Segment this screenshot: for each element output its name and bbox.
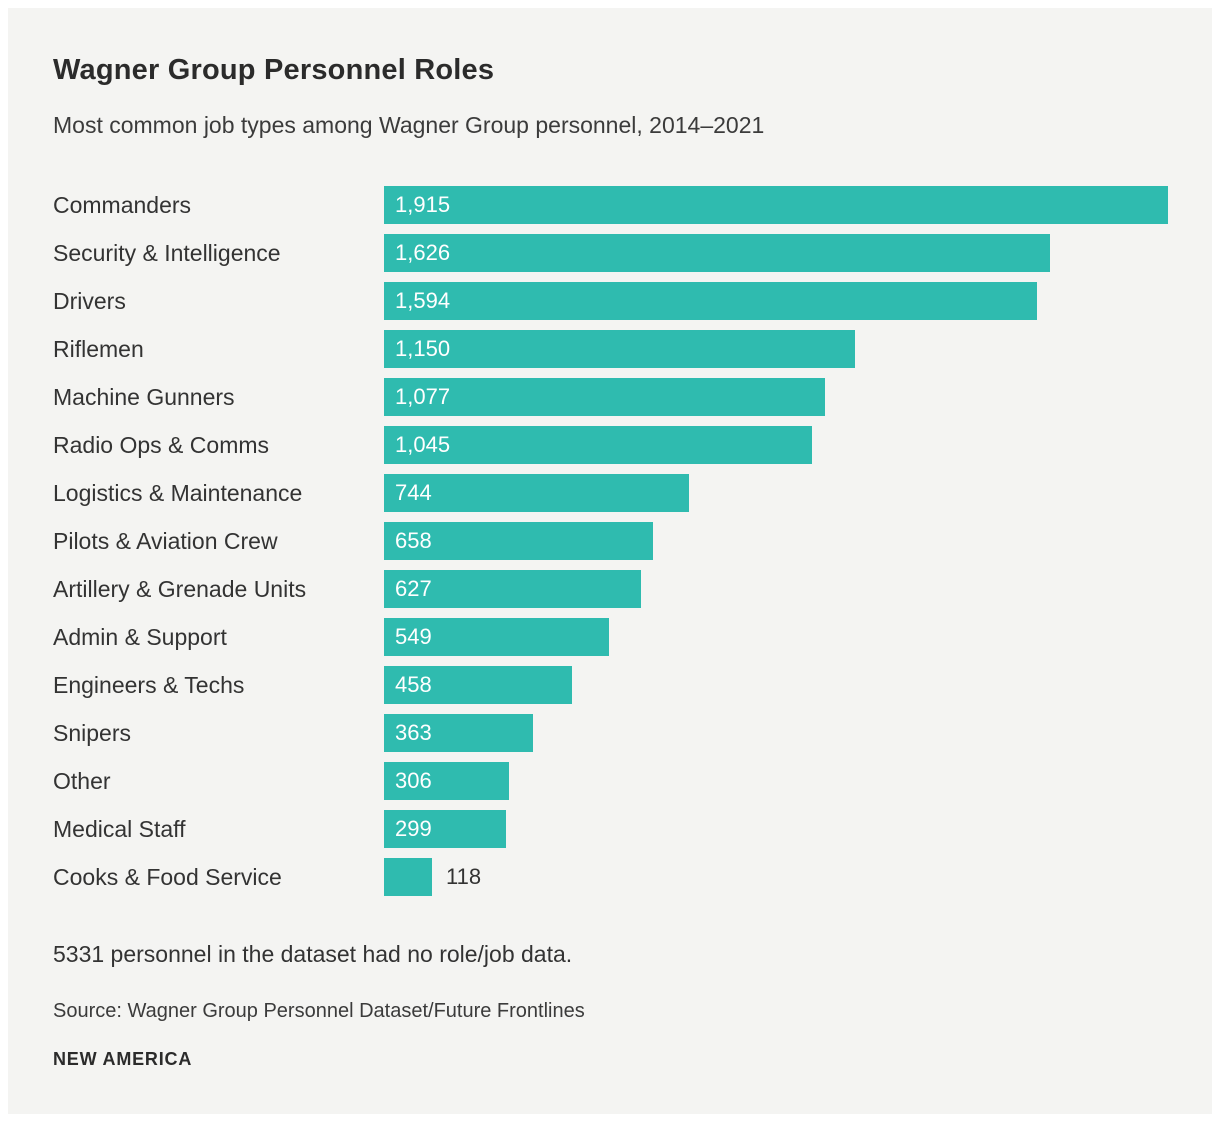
- chart-subtitle: Most common job types among Wagner Group…: [53, 112, 765, 138]
- bar: 744: [384, 474, 689, 512]
- category-label: Other: [53, 767, 111, 794]
- bar-chart: Commanders 1,915 Security & Intelligence…: [53, 186, 1168, 896]
- bar-track: 118: [384, 858, 1167, 896]
- bar: [384, 858, 432, 896]
- bar: 549: [384, 618, 609, 656]
- category-label: Logistics & Maintenance: [53, 479, 303, 506]
- chart-row: Other 306: [53, 762, 1167, 800]
- chart-title: Wagner Group Personnel Roles: [53, 54, 495, 86]
- value-label: 744: [395, 480, 432, 505]
- category-label: Pilots & Aviation Crew: [53, 527, 278, 554]
- value-label: 1,915: [395, 192, 451, 217]
- bar-track: 306: [384, 762, 1167, 800]
- value-label: 363: [395, 720, 432, 745]
- bar-track: 744: [384, 474, 1167, 512]
- chart-row: Radio Ops & Comms 1,045: [53, 426, 1167, 464]
- bar-track: 658: [384, 522, 1167, 560]
- footnote: 5331 personnel in the dataset had no rol…: [53, 941, 573, 967]
- value-label: 299: [395, 816, 432, 841]
- value-label: 1,045: [395, 432, 451, 457]
- bar-track: 1,626: [384, 234, 1167, 272]
- category-label: Cooks & Food Service: [53, 863, 282, 890]
- chart-row: Commanders 1,915: [53, 186, 1168, 224]
- chart-card: Wagner Group Personnel Roles Most common…: [8, 8, 1212, 1114]
- bar: 458: [384, 666, 572, 704]
- bar: 1,626: [384, 234, 1050, 272]
- value-label: 1,150: [395, 336, 451, 361]
- category-label: Security & Intelligence: [53, 239, 281, 266]
- category-label: Riflemen: [53, 335, 144, 362]
- bar: 1,150: [384, 330, 855, 368]
- bar: 627: [384, 570, 641, 608]
- bar: 306: [384, 762, 509, 800]
- bar-track: 299: [384, 810, 1167, 848]
- bar: 363: [384, 714, 533, 752]
- category-label: Admin & Support: [53, 623, 227, 650]
- chart-row: Riflemen 1,150: [53, 330, 1167, 368]
- chart-row: Logistics & Maintenance 744: [53, 474, 1167, 512]
- chart-row: Artillery & Grenade Units 627: [53, 570, 1167, 608]
- bar: 299: [384, 810, 506, 848]
- value-label: 658: [395, 528, 432, 553]
- category-label: Snipers: [53, 719, 131, 746]
- chart-row: Security & Intelligence 1,626: [53, 234, 1167, 272]
- chart-row: Pilots & Aviation Crew 658: [53, 522, 1167, 560]
- bar: 1,045: [384, 426, 812, 464]
- chart-row: Machine Gunners 1,077: [53, 378, 1167, 416]
- bar-track: 1,045: [384, 426, 1167, 464]
- category-label: Drivers: [53, 287, 126, 314]
- bar-track: 1,915: [384, 186, 1168, 224]
- category-label: Radio Ops & Comms: [53, 431, 270, 458]
- bar-track: 458: [384, 666, 1167, 704]
- bar-track: 1,077: [384, 378, 1167, 416]
- category-label: Commanders: [53, 191, 192, 218]
- chart-row: Drivers 1,594: [53, 282, 1167, 320]
- bar-track: 363: [384, 714, 1167, 752]
- value-label-outside: 118: [446, 864, 482, 889]
- chart-row: Medical Staff 299: [53, 810, 1167, 848]
- bar: 1,077: [384, 378, 825, 416]
- value-label: 549: [395, 624, 432, 649]
- value-label: 306: [395, 768, 432, 793]
- value-label: 458: [395, 672, 432, 697]
- bar: 658: [384, 522, 653, 560]
- value-label: 1,077: [395, 384, 451, 409]
- value-label: 1,594: [395, 288, 451, 313]
- chart-row: Admin & Support 549: [53, 618, 1167, 656]
- chart-row: Snipers 363: [53, 714, 1167, 752]
- bar: 1,594: [384, 282, 1037, 320]
- bar-track: 1,150: [384, 330, 1167, 368]
- value-label: 627: [395, 576, 432, 601]
- chart-row: Engineers & Techs 458: [53, 666, 1167, 704]
- bar: 1,915: [384, 186, 1168, 224]
- category-label: Engineers & Techs: [53, 671, 245, 698]
- bar-track: 1,594: [384, 282, 1167, 320]
- source-credit: Source: Wagner Group Personnel Dataset/F…: [53, 1000, 585, 1022]
- brand-logo: NEW AMERICA: [53, 1049, 193, 1069]
- chart-row: Cooks & Food Service 118: [53, 858, 1167, 896]
- value-label: 1,626: [395, 240, 451, 265]
- category-label: Medical Staff: [53, 815, 186, 842]
- bar-track: 549: [384, 618, 1167, 656]
- bar-track: 627: [384, 570, 1167, 608]
- category-label: Artillery & Grenade Units: [53, 575, 307, 602]
- category-label: Machine Gunners: [53, 383, 235, 410]
